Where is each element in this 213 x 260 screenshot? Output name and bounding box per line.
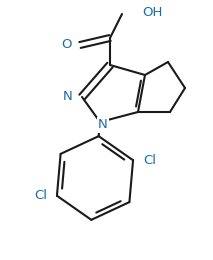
Text: N: N (98, 119, 108, 132)
Text: Cl: Cl (34, 189, 47, 202)
Text: O: O (62, 38, 72, 51)
Text: N: N (63, 90, 73, 103)
Text: Cl: Cl (143, 154, 156, 167)
Text: OH: OH (142, 5, 162, 18)
